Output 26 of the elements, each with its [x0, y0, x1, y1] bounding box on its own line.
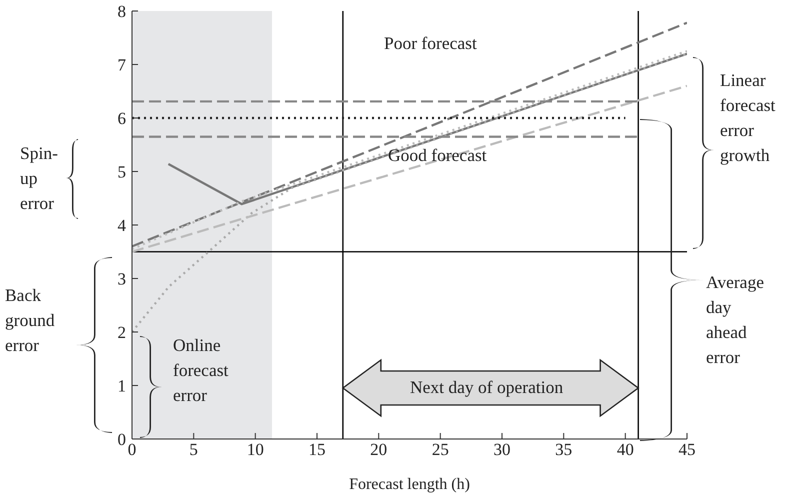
y-tick-label: 2: [118, 323, 126, 342]
x-tick-label: 20: [370, 440, 388, 460]
y-tick-label: 6: [118, 109, 126, 128]
annotation: Online forecast error: [173, 334, 230, 407]
annotation: Next day of operation: [410, 376, 564, 399]
x-tick-label: 40: [616, 440, 634, 460]
y-tick-label: 4: [118, 216, 126, 236]
annotation: Good forecast: [388, 144, 488, 167]
y-tick-label: 1: [118, 376, 126, 396]
x-tick-label: 10: [246, 440, 264, 460]
text: Average day ahead error: [706, 271, 765, 369]
x-tick-label: 35: [555, 440, 572, 460]
x-axis-title: Forecast length (h): [349, 476, 470, 493]
text: Linear forecast error growth: [720, 69, 776, 167]
annotation: Poor forecast: [384, 32, 478, 55]
y-tick-label: 7: [118, 56, 126, 75]
text: Back ground error: [5, 284, 56, 357]
x-tick-label: 15: [308, 440, 326, 460]
x-tick-label: 45: [678, 440, 696, 460]
y-tick-label: 8: [118, 2, 126, 22]
x-tick-label: 30: [494, 440, 510, 460]
text: Spin-up error: [20, 142, 59, 215]
x-tick-label: 25: [432, 440, 449, 460]
y-tick-label: 5: [118, 162, 126, 182]
y-tick-label: 3: [118, 270, 126, 289]
x-tick-label: 5: [189, 440, 198, 460]
